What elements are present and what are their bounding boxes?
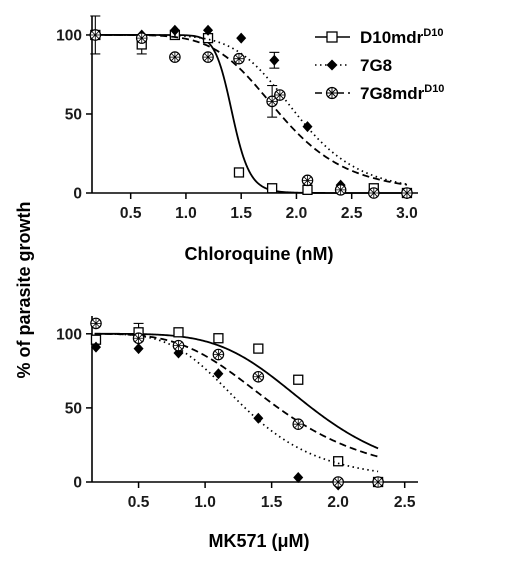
fit-curve-7g8 bbox=[94, 332, 379, 473]
marker-cross bbox=[90, 318, 102, 329]
marker-cross bbox=[133, 333, 144, 344]
marker-diamond bbox=[169, 24, 180, 36]
legend-marker-diamond bbox=[326, 59, 338, 71]
legend-label-sup: D10 bbox=[424, 83, 444, 95]
marker-diamond bbox=[90, 341, 101, 353]
marker-diamond bbox=[253, 412, 264, 424]
y-tick-label: 100 bbox=[56, 326, 82, 343]
chloroquine-chart: 0 50 100 0.5 1.0 1.5 2.0 2.5 3.0 Chloroquine (nM) bbox=[56, 15, 418, 264]
marker-square bbox=[213, 333, 224, 344]
x-tick-label: 3.0 bbox=[396, 205, 418, 222]
x-tick-label: 0.5 bbox=[120, 205, 142, 222]
marker-diamond bbox=[133, 343, 144, 355]
legend-label: 7G8 bbox=[360, 56, 392, 75]
svg-text:7G8mdrD10: 7G8mdrD10 bbox=[360, 83, 444, 103]
marker-circle-cross bbox=[401, 187, 413, 199]
marker-cross bbox=[266, 96, 278, 107]
marker-square bbox=[233, 167, 245, 178]
marker-circle-cross bbox=[292, 418, 305, 430]
marker-circle-cross bbox=[89, 29, 102, 41]
marker-cross bbox=[332, 476, 344, 488]
marker-square bbox=[333, 456, 344, 467]
marker-cross bbox=[335, 184, 346, 196]
x-tick-label: 2.0 bbox=[327, 494, 349, 511]
legend-marker-circle-cross bbox=[325, 86, 339, 100]
legend-item-7g8: 7G8 bbox=[315, 56, 392, 75]
marker-cross bbox=[90, 29, 101, 41]
x-tick-label: 1.0 bbox=[175, 205, 197, 222]
marker-circle-cross bbox=[90, 317, 102, 330]
marker-circle-cross bbox=[172, 339, 185, 352]
marker-cross bbox=[293, 418, 304, 430]
marker-diamond bbox=[269, 54, 280, 66]
marker-circle-cross bbox=[135, 32, 148, 44]
legend-label: D10mdr bbox=[360, 28, 424, 47]
x-tick-label: 1.0 bbox=[194, 494, 216, 511]
marker-cross bbox=[233, 53, 245, 64]
marker-cross bbox=[173, 340, 184, 351]
y-tick-label: 50 bbox=[65, 106, 82, 123]
marker-cross bbox=[136, 32, 147, 44]
marker-square bbox=[293, 374, 304, 385]
x-tick-label: 1.5 bbox=[261, 494, 283, 511]
svg-text:7G8: 7G8 bbox=[360, 56, 392, 75]
y-tick-label: 0 bbox=[73, 475, 82, 492]
marker-diamond bbox=[236, 32, 247, 44]
marker-circle-cross bbox=[367, 187, 380, 199]
x-tick-label: 2.5 bbox=[341, 205, 363, 222]
marker-cross bbox=[368, 187, 379, 199]
marker-cross bbox=[169, 51, 181, 63]
marker-circle-cross bbox=[334, 184, 347, 196]
marker-circle-cross bbox=[202, 51, 214, 63]
x-tick-label: 2.5 bbox=[394, 494, 416, 511]
marker-circle-cross bbox=[372, 476, 384, 488]
marker-circle-cross bbox=[332, 476, 344, 488]
marker-diamond bbox=[203, 24, 214, 36]
fit-curve-7g8mdrd10 bbox=[94, 34, 408, 186]
marker-square bbox=[253, 343, 264, 354]
x-tick-label: 2.0 bbox=[286, 205, 308, 222]
marker-cross bbox=[202, 51, 214, 63]
y-tick-label: 0 bbox=[73, 186, 82, 203]
svg-text:D10mdrD10: D10mdrD10 bbox=[360, 27, 444, 47]
legend-item-7g8mdr: 7G8mdrD10 bbox=[315, 83, 444, 103]
x-axis-title: MK571 (μM) bbox=[208, 531, 309, 551]
marker-cross bbox=[401, 187, 413, 199]
y-tick-label: 50 bbox=[65, 400, 82, 417]
legend-item-d10mdr: D10mdrD10 bbox=[315, 27, 444, 47]
x-tick-label: 0.5 bbox=[128, 494, 150, 511]
legend: D10mdrD10 7G8 7G8mdrD10 bbox=[315, 27, 444, 103]
marker-circle-cross bbox=[169, 51, 181, 63]
marker-circle-cross bbox=[274, 89, 286, 101]
marker-circle-cross bbox=[266, 95, 278, 108]
marker-circle-cross bbox=[301, 174, 314, 187]
y-axis-title: % of parasite growth bbox=[14, 201, 34, 378]
legend-label-sup: D10 bbox=[423, 27, 443, 39]
y-tick-label: 100 bbox=[56, 27, 82, 44]
marker-cross bbox=[253, 371, 264, 382]
marker-diamond bbox=[302, 121, 313, 133]
legend-marker-square bbox=[326, 31, 338, 43]
marker-cross bbox=[274, 89, 286, 101]
marker-circle-cross bbox=[212, 348, 225, 361]
marker-circle-cross bbox=[252, 370, 265, 383]
marker-diamond bbox=[213, 368, 224, 380]
marker-circle-cross bbox=[132, 332, 145, 345]
marker-square bbox=[266, 183, 278, 194]
marker-square bbox=[173, 327, 184, 338]
mk571-chart: 0 50 100 0.5 1.0 1.5 2.0 2.5 MK571 (μM) bbox=[56, 316, 418, 551]
marker-circle-cross bbox=[233, 52, 245, 65]
marker-diamond bbox=[293, 472, 304, 484]
marker-cross bbox=[372, 476, 384, 488]
x-tick-label: 1.5 bbox=[230, 205, 252, 222]
marker-cross bbox=[302, 175, 313, 186]
legend-label: 7G8mdr bbox=[360, 84, 425, 103]
marker-square bbox=[302, 184, 313, 195]
marker-cross bbox=[213, 349, 224, 360]
x-axis-title: Chloroquine (nM) bbox=[185, 244, 334, 264]
